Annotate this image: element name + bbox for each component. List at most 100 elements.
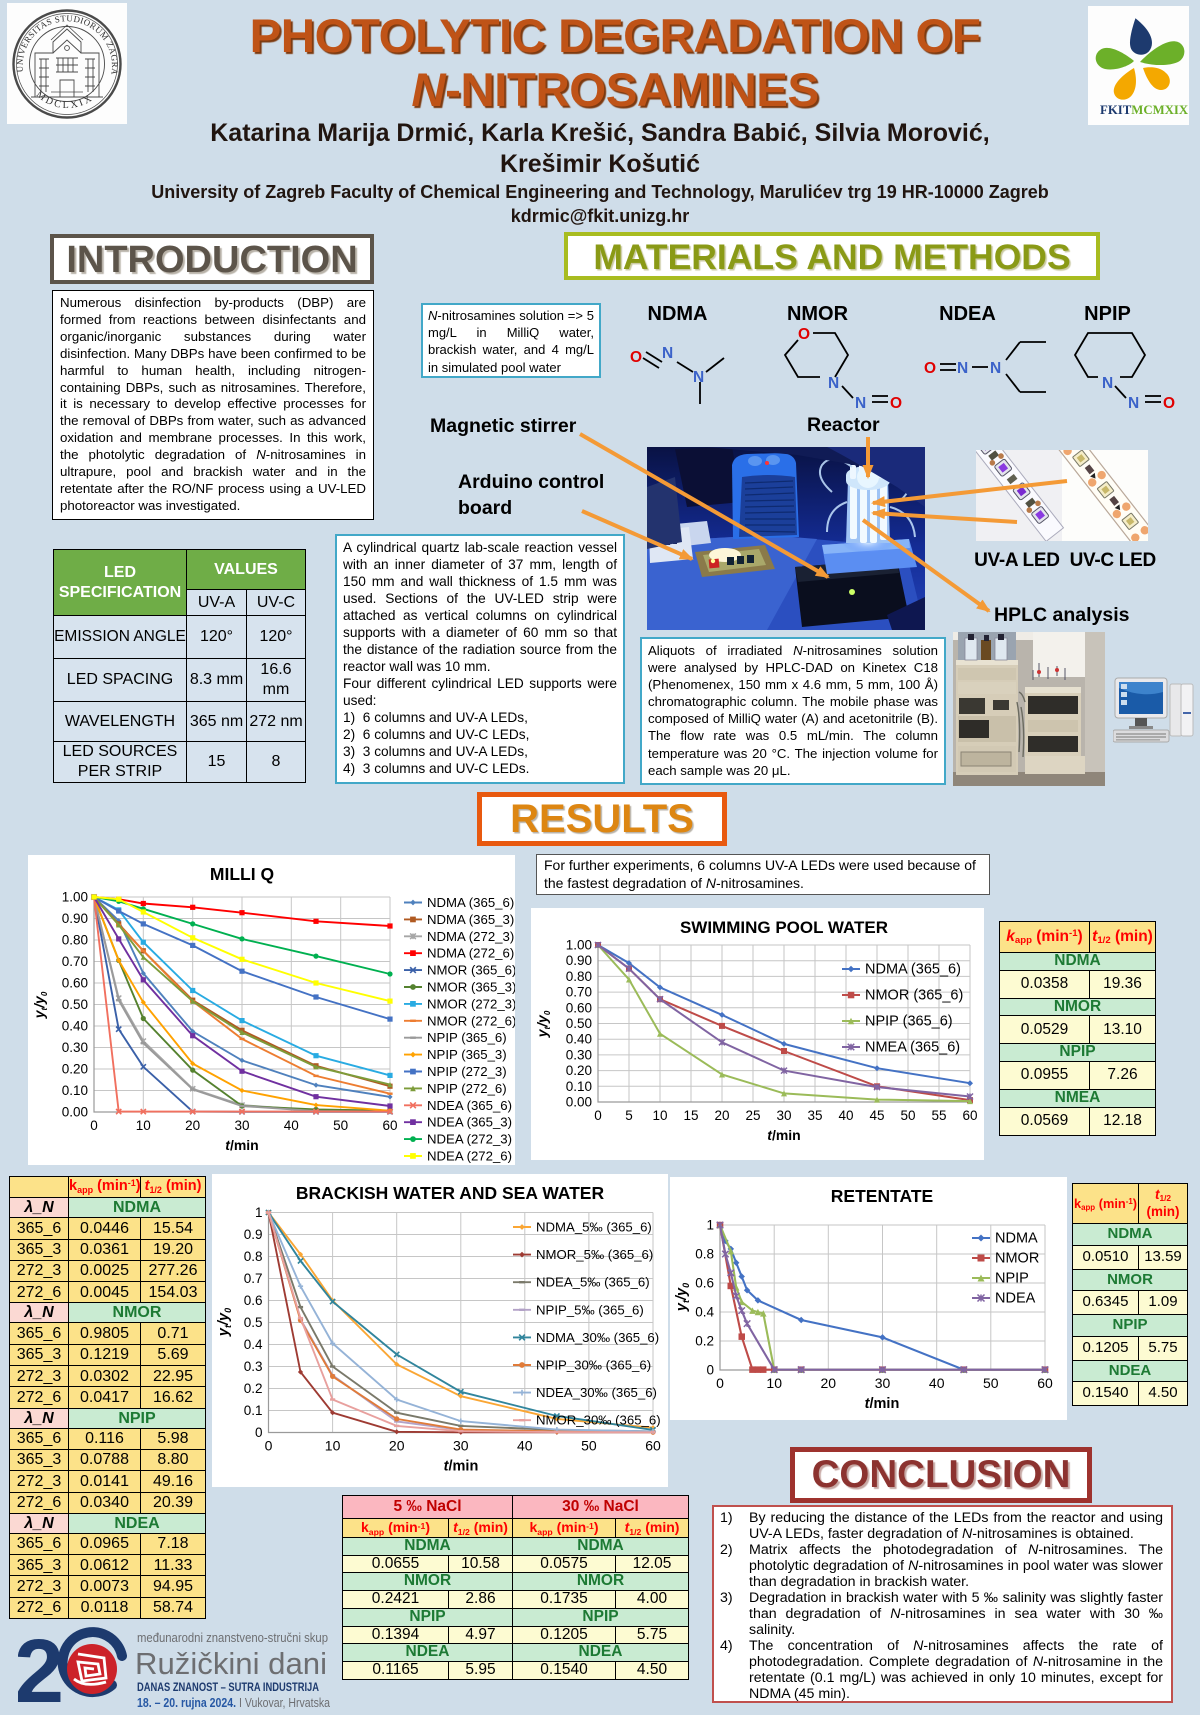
svg-text:N: N (662, 345, 673, 362)
svg-text:t/min: t/min (444, 1459, 479, 1475)
svg-text:10: 10 (136, 1118, 151, 1133)
svg-text:O: O (630, 349, 642, 366)
svg-text:yt/y0: yt/y0 (674, 1283, 691, 1312)
svg-text:60: 60 (645, 1438, 661, 1454)
svg-text:0.10: 0.10 (566, 1079, 592, 1094)
svg-text:N: N (1102, 375, 1113, 392)
svg-text:40: 40 (929, 1375, 945, 1391)
svg-text:yt/y0: yt/y0 (31, 991, 49, 1019)
svg-text:NPIP (272_6): NPIP (272_6) (427, 1081, 507, 1096)
svg-text:0.8: 0.8 (244, 1249, 263, 1264)
svg-text:O: O (890, 395, 902, 412)
svg-text:NDMA (272_6): NDMA (272_6) (427, 946, 514, 961)
svg-text:0.70: 0.70 (566, 985, 592, 1000)
svg-text:NDEA: NDEA (995, 1291, 1036, 1307)
svg-text:MILLI Q: MILLI Q (210, 864, 274, 884)
svg-text:0.30: 0.30 (566, 1047, 592, 1062)
svg-text:yt/y0: yt/y0 (216, 1308, 233, 1337)
svg-text:0.20: 0.20 (566, 1063, 592, 1078)
svg-text:NDMA (365_3): NDMA (365_3) (427, 912, 514, 927)
svg-text:NMEA (365_6): NMEA (365_6) (865, 1040, 960, 1056)
svg-text:0.50: 0.50 (62, 997, 88, 1012)
svg-text:NDEA (365_3): NDEA (365_3) (427, 1115, 512, 1130)
svg-text:35: 35 (807, 1108, 822, 1123)
svg-text:0.2: 0.2 (244, 1381, 263, 1396)
svg-text:30: 30 (453, 1438, 469, 1454)
svg-text:0: 0 (265, 1438, 273, 1454)
svg-text:30: 30 (776, 1108, 791, 1123)
svg-text:1: 1 (706, 1218, 714, 1233)
svg-text:Ružičkini dani: Ružičkini dani (135, 1646, 327, 1681)
svg-text:10: 10 (652, 1108, 667, 1123)
svg-text:0.80: 0.80 (566, 969, 592, 984)
svg-text:NPIP (365_3): NPIP (365_3) (427, 1047, 507, 1062)
svg-text:NDMA_5‰ (365_6): NDMA_5‰ (365_6) (536, 1220, 652, 1235)
svg-text:0.3: 0.3 (244, 1359, 263, 1374)
svg-text:20: 20 (185, 1118, 200, 1133)
svg-text:50: 50 (983, 1375, 999, 1391)
svg-text:yt/y0: yt/y0 (534, 1010, 552, 1038)
svg-text:NMOR_30‰ (365_6): NMOR_30‰ (365_6) (536, 1413, 661, 1428)
svg-text:O: O (1163, 395, 1175, 412)
svg-text:20: 20 (821, 1375, 837, 1391)
svg-text:0.4: 0.4 (244, 1337, 263, 1352)
svg-text:0.70: 0.70 (62, 954, 88, 969)
svg-text:45: 45 (869, 1108, 884, 1123)
svg-text:0.00: 0.00 (62, 1105, 88, 1120)
svg-text:MDCLXIX: MDCLXIX (34, 89, 96, 111)
svg-text:0.8: 0.8 (695, 1247, 714, 1262)
svg-text:40: 40 (838, 1108, 853, 1123)
svg-text:20: 20 (714, 1108, 729, 1123)
svg-text:50: 50 (333, 1118, 348, 1133)
svg-text:1.00: 1.00 (566, 938, 592, 953)
svg-text:N: N (1128, 395, 1139, 412)
svg-text:10: 10 (766, 1375, 782, 1391)
svg-text:0: 0 (716, 1375, 724, 1391)
svg-text:25: 25 (745, 1108, 760, 1123)
svg-text:NDEA_30‰ (365_6): NDEA_30‰ (365_6) (536, 1385, 657, 1400)
svg-text:0.1: 0.1 (244, 1403, 263, 1418)
svg-text:O: O (798, 326, 810, 343)
svg-text:NMOR: NMOR (995, 1251, 1039, 1267)
svg-text:50: 50 (581, 1438, 597, 1454)
svg-text:NPIP (272_3): NPIP (272_3) (427, 1064, 507, 1079)
svg-text:NMOR_5‰ (365_6): NMOR_5‰ (365_6) (536, 1247, 653, 1262)
svg-text:30: 30 (875, 1375, 891, 1391)
svg-text:O: O (924, 360, 936, 377)
svg-text:NDEA_5‰ (365_6): NDEA_5‰ (365_6) (536, 1275, 650, 1290)
svg-text:2: 2 (18, 1622, 64, 1712)
svg-text:0.20: 0.20 (62, 1062, 88, 1077)
svg-text:NMOR (365_6): NMOR (365_6) (427, 963, 515, 978)
svg-text:0: 0 (255, 1425, 263, 1440)
svg-text:60: 60 (962, 1108, 977, 1123)
svg-text:NDMA_30‰ (365_6): NDMA_30‰ (365_6) (536, 1330, 659, 1345)
svg-text:SWIMMING POOL WATER: SWIMMING POOL WATER (680, 918, 888, 937)
svg-text:NDMA: NDMA (995, 1231, 1038, 1247)
svg-text:0.60: 0.60 (566, 1000, 592, 1015)
svg-text:0: 0 (706, 1363, 714, 1378)
svg-text:međunarodni znanstveno-stručni: međunarodni znanstveno-stručni skup (137, 1631, 328, 1645)
svg-text:NDMA (365_6): NDMA (365_6) (865, 962, 961, 978)
svg-text:0.5: 0.5 (244, 1315, 263, 1330)
svg-text:NDMA (365_6): NDMA (365_6) (427, 895, 514, 910)
svg-text:55: 55 (931, 1108, 946, 1123)
svg-text:0.10: 0.10 (62, 1083, 88, 1098)
svg-text:0: 0 (594, 1108, 602, 1123)
svg-text:N: N (957, 360, 968, 377)
svg-text:0.60: 0.60 (62, 976, 88, 991)
svg-text:FKITMCMXIX: FKITMCMXIX (1100, 103, 1189, 117)
svg-text:N: N (693, 369, 704, 386)
svg-text:NMOR (365_6): NMOR (365_6) (865, 988, 963, 1004)
svg-text:t/min: t/min (767, 1127, 800, 1143)
svg-text:0.2: 0.2 (695, 1334, 714, 1349)
svg-text:0.6: 0.6 (695, 1276, 714, 1291)
svg-text:DANAS ZNANOST – SUTRA INDUSTRI: DANAS ZNANOST – SUTRA INDUSTRIJA (137, 1680, 319, 1694)
svg-text:40: 40 (284, 1118, 299, 1133)
svg-text:0.80: 0.80 (62, 933, 88, 948)
svg-text:10: 10 (325, 1438, 341, 1454)
svg-text:0.6: 0.6 (244, 1293, 263, 1308)
svg-text:N: N (990, 360, 1001, 377)
svg-text:1: 1 (255, 1205, 263, 1220)
svg-text:t/min: t/min (865, 1396, 900, 1412)
svg-text:0.00: 0.00 (566, 1095, 592, 1110)
